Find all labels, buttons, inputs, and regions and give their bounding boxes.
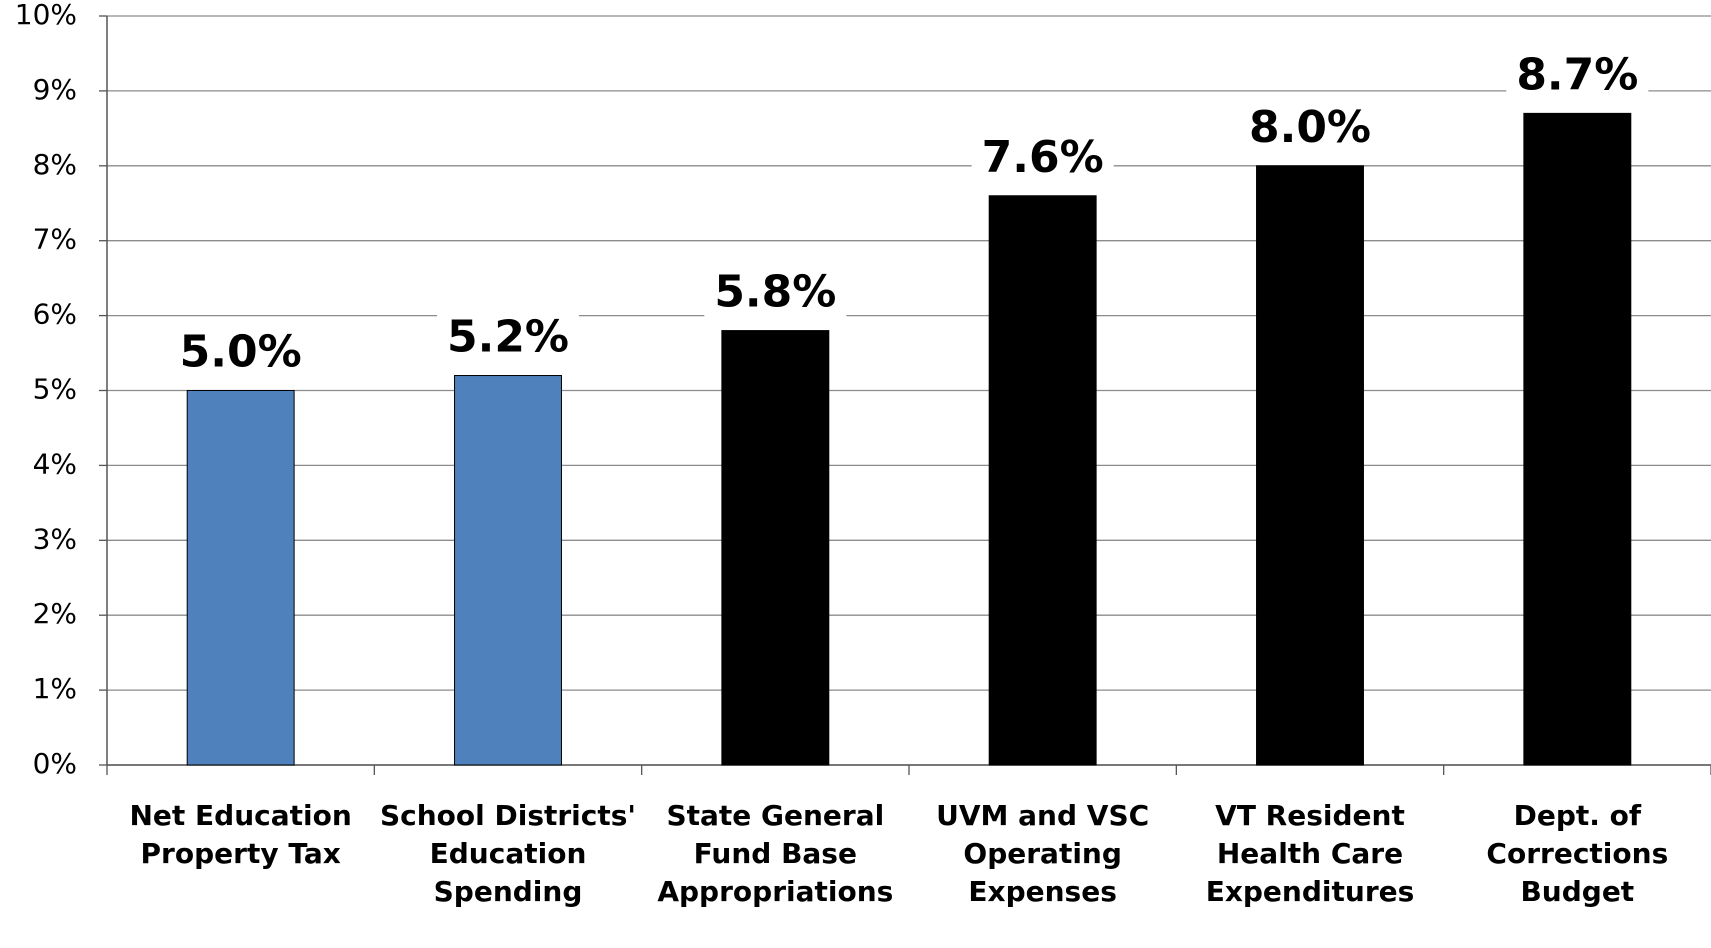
value-label-bg [1506,49,1649,101]
value-label-bg [1238,101,1382,153]
value-label: 5.2% [447,312,569,363]
value-label: 7.6% [982,132,1104,183]
x-tick-label: School Districts' Education Spending [379,799,637,908]
y-tick-label: 0% [33,747,77,780]
x-tick-label: VT Resident Health Care Expenditures [1205,799,1415,908]
value-label: 5.8% [714,267,836,318]
y-tick-label: 2% [33,597,77,630]
value-label: 8.0% [1249,102,1371,153]
bar [988,195,1097,766]
x-tick-label: State General Fund Base Appropriations [657,799,894,908]
bar [721,330,830,766]
value-label: 8.7% [1516,49,1638,100]
bar [454,375,562,766]
x-tick-label: UVM and VSC Operating Expenses [936,799,1150,908]
value-label-bg [704,266,847,318]
y-tick-label: 4% [33,447,77,480]
value-label-bg [169,326,312,378]
y-tick-label: 6% [33,298,77,331]
y-tick-label: 8% [33,148,77,181]
y-tick-label: 7% [33,223,77,256]
y-tick-label: 1% [33,672,77,705]
value-label-bg [436,311,580,363]
bar [1523,112,1632,766]
x-tick-label: Dept. of Corrections Budget [1486,799,1669,908]
y-tick-label: 9% [33,73,77,106]
value-label: 5.0% [180,327,302,378]
y-tick-label: 5% [33,373,77,406]
bar [186,390,295,766]
x-tick-label: Net Education Property Tax [129,799,352,870]
value-label-bg [971,131,1114,183]
y-tick-label: 10% [15,0,77,31]
bar [1256,165,1364,766]
y-tick-label: 3% [33,522,77,555]
